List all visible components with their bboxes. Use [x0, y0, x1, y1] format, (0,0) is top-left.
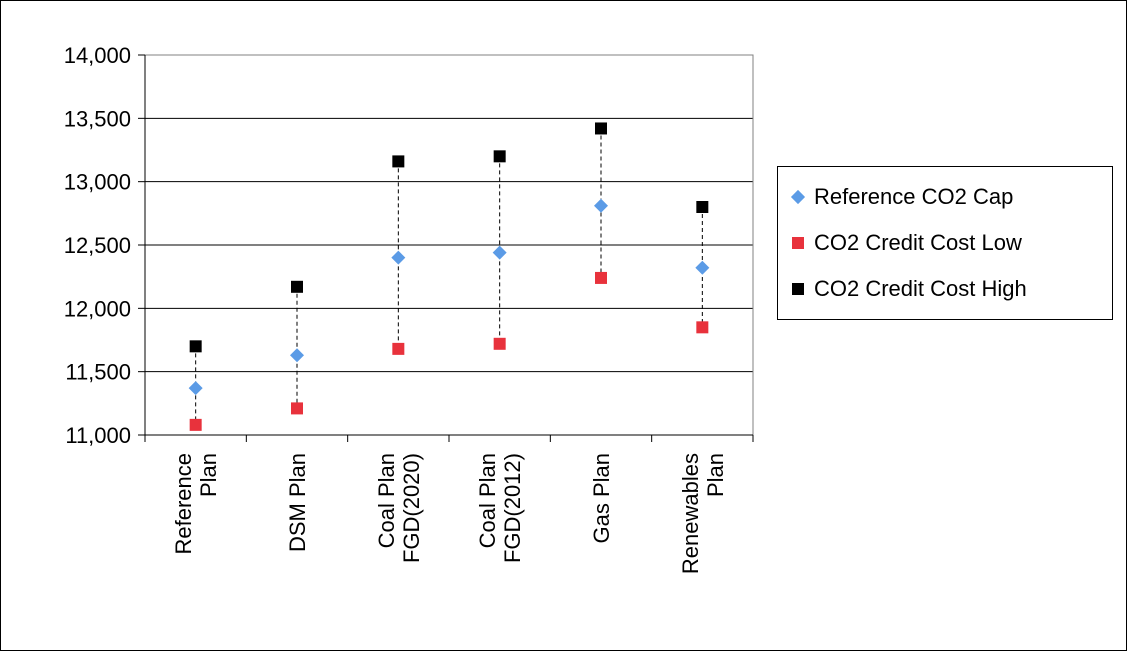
y-tick-label: 14,000	[64, 43, 131, 68]
y-tick-label: 12,000	[64, 296, 131, 321]
y-tick-label: 11,000	[65, 423, 131, 448]
legend-label: CO2 Credit Cost Low	[814, 230, 1022, 255]
y-tick-labels: 11,000 11,500 12,000 12,500 13,000 13,500 14,0…	[64, 43, 131, 448]
data-point-reference-co2-cap	[492, 245, 507, 260]
data-point-co2-credit-cost-high	[493, 150, 506, 163]
legend-item-high: CO2 Credit Cost High	[792, 273, 1027, 305]
data-point-co2-credit-cost-high	[595, 122, 607, 135]
data-point-co2-credit-cost-high	[189, 340, 202, 353]
data-point-reference-co2-cap	[391, 250, 406, 265]
x-tick-label: Coal Plan	[475, 453, 500, 548]
data-point-reference-co2-cap	[188, 381, 203, 396]
x-tick-label: Coal Plan	[374, 453, 399, 548]
data-point-co2-credit-cost-high	[392, 155, 405, 168]
x-tick-label: DSM Plan	[285, 453, 310, 552]
y-tick-label: 13,000	[64, 170, 131, 195]
gridlines	[145, 117, 753, 373]
data-point-reference-co2-cap	[695, 260, 710, 275]
range-lines	[195, 128, 703, 425]
legend-item-reference: Reference CO2 Cap	[790, 181, 1014, 213]
x-tick-labels: Reference Plan DSM Plan Coal Plan FGD(2020) C…	[171, 453, 728, 574]
square-marker-icon	[792, 237, 804, 249]
legend-label: CO2 Credit Cost High	[814, 276, 1027, 301]
data-point-co2-credit-cost-low	[595, 271, 607, 284]
data-point-co2-credit-cost-low	[493, 337, 506, 350]
data-point-co2-credit-cost-low	[696, 321, 709, 334]
legend-label: Reference CO2 Cap	[814, 184, 1014, 209]
data-point-co2-credit-cost-high	[696, 201, 709, 213]
data-point-co2-credit-cost-low	[392, 342, 405, 355]
x-tick-label: Plan	[703, 453, 728, 497]
data-point-reference-co2-cap	[290, 348, 304, 363]
square-marker-icon	[792, 283, 804, 295]
legend: Reference CO2 Cap CO2 Credit Cost Low CO…	[777, 166, 1113, 320]
diamond-marker-icon	[790, 189, 806, 205]
x-tick-label: Reference	[171, 453, 196, 555]
x-tick-label: FGD(2020)	[399, 453, 424, 563]
data-markers	[188, 122, 710, 431]
x-tick-label: FGD(2012)	[500, 453, 525, 563]
y-tick-label: 11,500	[65, 360, 131, 385]
x-tick-label: Gas Plan	[589, 453, 614, 544]
x-tick-label: Renewables	[678, 453, 703, 574]
data-point-reference-co2-cap	[594, 198, 608, 213]
y-tick-label: 12,500	[64, 233, 131, 258]
data-point-co2-credit-cost-low	[291, 402, 303, 415]
x-tick-label: Plan	[196, 453, 221, 497]
legend-item-low: CO2 Credit Cost Low	[792, 227, 1022, 259]
data-point-co2-credit-cost-low	[189, 418, 202, 431]
axes	[138, 54, 754, 442]
y-tick-label: 13,500	[64, 106, 131, 131]
data-point-co2-credit-cost-high	[291, 280, 303, 293]
